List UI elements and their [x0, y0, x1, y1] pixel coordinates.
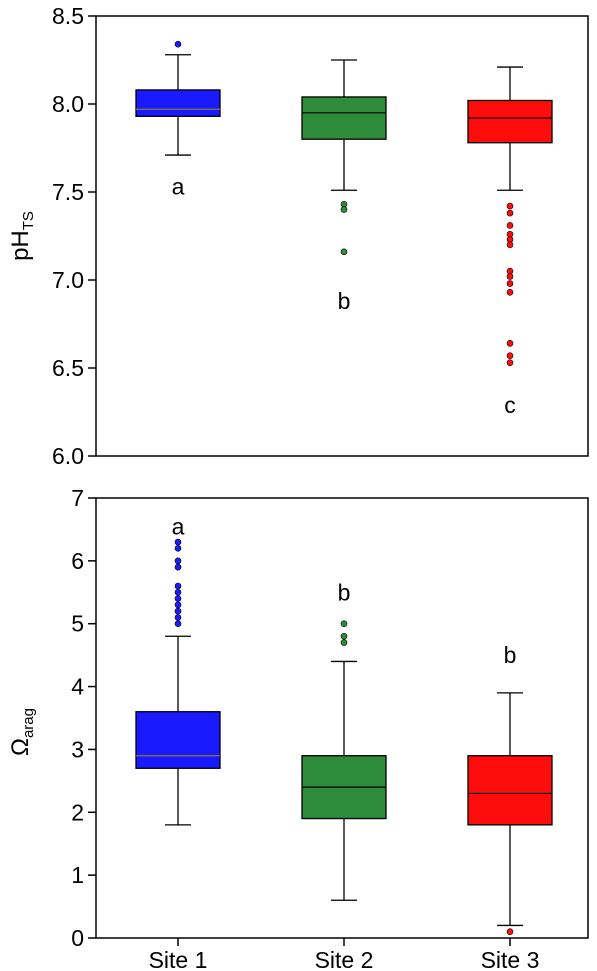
y-axis-title-main: Ω [7, 738, 34, 756]
plot-frame [95, 497, 589, 939]
outlier-point [174, 607, 182, 615]
outlier-point [506, 273, 514, 280]
outlier-point [174, 601, 182, 609]
outlier-point [340, 206, 348, 213]
y-tick-label: 1 [71, 862, 84, 888]
y-tick-label: 7.5 [52, 179, 84, 205]
box-site-1: a [135, 40, 221, 200]
y-tick-label: 6 [71, 548, 84, 574]
group-letter: b [504, 642, 517, 668]
y-axis-title-subscript: arag [20, 708, 37, 738]
x-category-label: Site 2 [315, 947, 374, 971]
outlier-point [174, 582, 182, 590]
outlier-point [174, 595, 182, 602]
y-tick-label: 6.5 [52, 355, 84, 381]
outlier-point [174, 557, 182, 565]
iqr-box [467, 99, 553, 144]
y-axis-title-main: pH [7, 230, 34, 261]
outlier-point [174, 563, 182, 571]
box-site-3: c [467, 66, 553, 418]
y-tick-label: 2 [71, 799, 84, 825]
y-tick-label: 8.5 [52, 3, 84, 29]
x-category-label: Site 1 [149, 947, 208, 971]
box-site-2: b [301, 579, 387, 901]
iqr-box [135, 711, 221, 769]
box-site-1: a [135, 513, 221, 826]
outlier-point [506, 241, 514, 249]
outlier-point [340, 248, 348, 256]
outlier-point [506, 928, 514, 936]
outlier-point [340, 620, 348, 628]
y-tick-label: 4 [71, 674, 84, 700]
x-category-label: Site 3 [481, 947, 540, 971]
y-tick-label: 5 [71, 611, 84, 637]
panel-ph: 6.0 6.5 7.0 7.5 8.0 8.5 pHTS a b c [7, 3, 589, 469]
y-axis-title-subscript: TS [20, 211, 37, 230]
outlier-point [174, 614, 182, 621]
group-letter: c [504, 392, 516, 418]
group-letter: a [172, 174, 185, 200]
outlier-point [506, 289, 514, 296]
outlier-point [506, 280, 514, 287]
outlier-point [506, 359, 514, 367]
outlier-point [174, 40, 182, 48]
outlier-point [506, 352, 514, 359]
box-site-2: b [301, 59, 387, 314]
outlier-point [174, 620, 182, 628]
iqr-box [301, 96, 387, 140]
outlier-point [174, 544, 182, 552]
box-site-3: b [467, 642, 553, 936]
outlier-point [506, 202, 514, 210]
panel-omega-arag: 0 1 2 3 4 5 6 7 Ωarag a b b Site 1 Site 2 Site 3 [7, 485, 589, 971]
outlier-point [174, 588, 182, 596]
y-axis-title: pHTS [7, 211, 37, 261]
y-axis-title: Ωarag [7, 708, 37, 756]
y-tick-label: 0 [71, 925, 84, 951]
group-letter: b [338, 288, 351, 314]
group-letter: b [338, 579, 351, 605]
y-tick-label: 7 [71, 485, 84, 511]
outlier-point [340, 632, 348, 640]
plot-frame [95, 15, 589, 457]
outlier-point [506, 222, 514, 229]
iqr-box [135, 89, 221, 117]
y-tick-label: 7.0 [52, 267, 84, 293]
outlier-point [340, 639, 348, 646]
y-tick-label: 3 [71, 736, 84, 762]
iqr-box [467, 755, 553, 826]
outlier-point [506, 340, 514, 347]
outlier-point [506, 209, 514, 217]
group-letter: a [172, 513, 185, 539]
y-tick-label: 8.0 [52, 91, 84, 117]
y-tick-label: 6.0 [52, 443, 84, 469]
outlier-point [174, 538, 182, 546]
